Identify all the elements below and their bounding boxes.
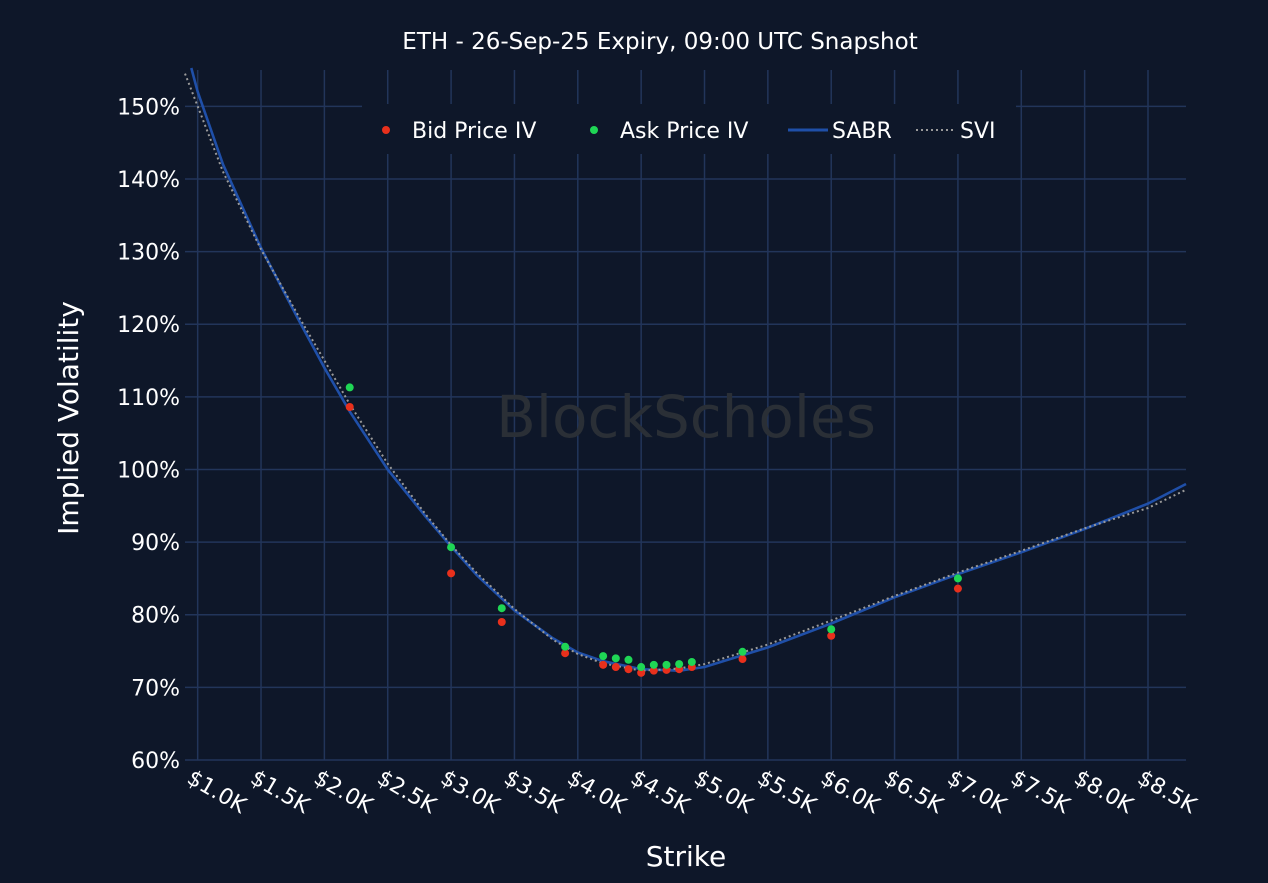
y-tick-label: 140% — [117, 168, 180, 193]
ask-point — [953, 574, 962, 583]
y-tick-label: 60% — [131, 749, 180, 774]
y-tick-labels: 60% 70% 80% 90% 100% 110% 120% 130% 140% 150% — [117, 95, 180, 774]
y-tick-label: 90% — [131, 531, 180, 556]
legend-label: SVI — [960, 119, 996, 144]
y-tick-label: 100% — [117, 458, 180, 483]
ask-point — [827, 625, 836, 634]
y-tick-label: 130% — [117, 241, 180, 266]
legend-label: Bid Price IV — [412, 119, 536, 144]
y-tick-label: 110% — [117, 386, 180, 411]
watermark: BlockScholes — [496, 383, 876, 451]
bid-point — [447, 569, 456, 578]
bid-point — [497, 618, 506, 626]
legend-box — [362, 104, 1016, 154]
y-tick-label: 120% — [117, 313, 180, 338]
bid-point — [738, 655, 747, 664]
bid-point — [624, 665, 633, 674]
bid-point — [637, 668, 646, 677]
ask-point — [687, 657, 696, 666]
legend: Bid Price IV Ask Price IV SABR SVI — [362, 104, 1016, 154]
ask-point — [497, 604, 506, 613]
bid-point — [345, 403, 354, 412]
y-axis-label: Implied Volatility — [52, 301, 85, 535]
bid-point — [561, 649, 570, 658]
series-points — [345, 383, 962, 677]
ask-point — [738, 647, 747, 656]
y-tick-label: 80% — [131, 604, 180, 629]
chart-title: ETH - 26-Sep-25 Expiry, 09:00 UTC Snapsh… — [402, 29, 917, 55]
bid-point — [953, 584, 962, 593]
bid-point — [649, 666, 658, 675]
ask-point — [561, 642, 570, 651]
ask-point — [662, 660, 671, 669]
y-tick-label: 70% — [131, 676, 180, 701]
ask-point — [649, 660, 658, 669]
ask-point — [611, 654, 620, 663]
ask-point — [599, 652, 608, 661]
legend-label: Ask Price IV — [620, 119, 748, 144]
x-axis-label: Strike — [646, 840, 727, 873]
ask-point — [637, 663, 646, 672]
ask-point — [345, 383, 354, 392]
bid-point — [599, 660, 608, 669]
legend-marker — [590, 126, 598, 134]
y-tick-label: 150% — [117, 95, 180, 120]
bid-point — [827, 631, 836, 640]
legend-marker — [382, 126, 390, 134]
legend-label: SABR — [832, 119, 892, 144]
ask-point — [447, 543, 456, 552]
bid-point — [611, 663, 620, 672]
ask-point — [624, 655, 633, 664]
ask-point — [675, 660, 684, 669]
